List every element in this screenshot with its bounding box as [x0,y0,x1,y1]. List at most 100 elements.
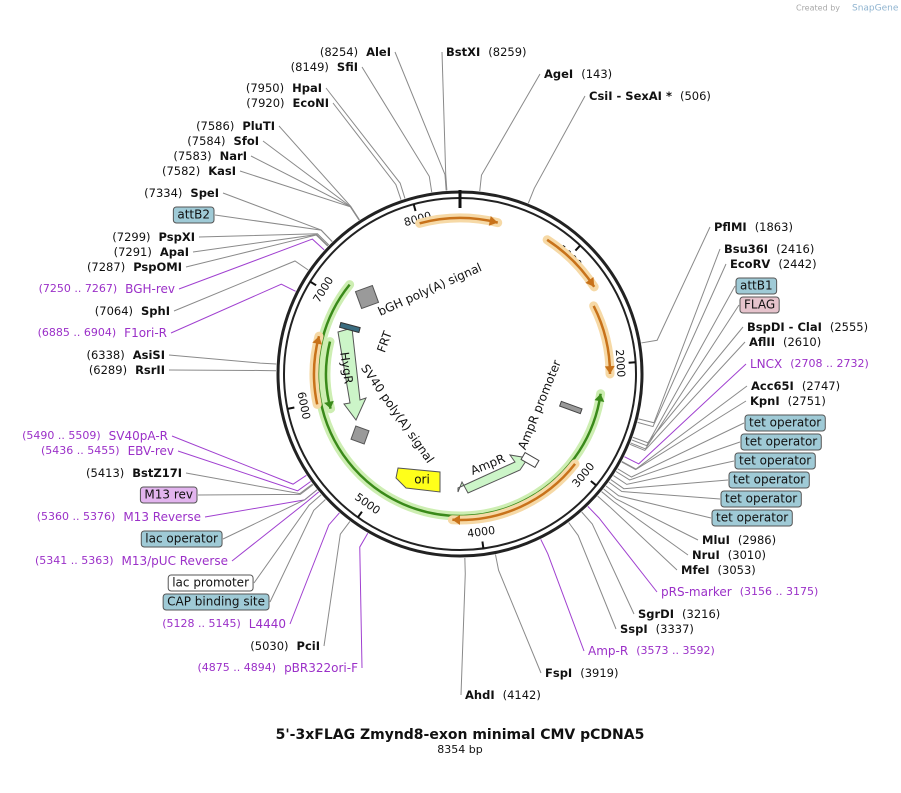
leader-line [597,495,678,571]
primer-name: Amp-R [588,644,628,658]
primer-range: (5360 .. 5376) [37,510,116,523]
enzyme-position: (2747) [802,379,840,393]
enzyme-label: (7586) PluTI [196,119,275,133]
feature-arrowhead [604,365,615,374]
leader-line [253,494,322,584]
leader-line [171,435,307,485]
enzyme-position: (7287) [87,260,125,274]
feature-arc [452,463,577,522]
enzyme-name: SfiI [337,60,358,74]
leader-line [231,491,320,562]
feature-box-label: FLAG [744,298,775,312]
enzyme-position: (2751) [788,394,826,408]
feature-label: FRT [374,329,395,355]
enzyme-label: BstXI (8259) [446,45,527,59]
enzyme-label: AhdI (4142) [465,688,541,702]
polyA-box [350,425,370,445]
enzyme-position: (7299) [112,230,150,244]
enzyme-label: (6338) AsiSI [87,348,166,362]
leader-line [605,485,712,519]
polyA-box [354,284,380,310]
enzyme-position: (3919) [580,666,618,680]
enzyme-position: (7920) [246,96,284,110]
leader-line [173,260,309,312]
feature-box: attB1 [735,277,778,295]
enzyme-name: BspDI - ClaI [747,320,822,334]
leader-line [608,481,721,500]
ruler-label: 4000 [466,524,495,541]
enzyme-position: (143) [581,67,612,81]
feature-box-label: tet operator [739,454,811,468]
primer-range: (6885 .. 6904) [38,326,117,339]
leader-line [359,532,369,669]
enzyme-position: (7582) [162,164,200,178]
leader-line [615,441,741,481]
feature-box-bg [734,452,816,470]
leader-line [185,234,329,268]
ruler-tick [357,511,363,518]
enzyme-label: (7299) PspXI [112,230,195,244]
feature-box-label: lac operator [145,532,218,546]
feature-box-bg [172,206,215,224]
enzyme-label: (7920) EcoNI [246,96,329,110]
enzyme-name: FspI [545,666,572,680]
feature-arrowhead [594,393,605,403]
leader-line [631,285,736,447]
leader-line [630,304,740,450]
enzyme-position: (2610) [783,335,821,349]
leader-line [610,479,729,490]
enzyme-name: KpnI [750,394,780,408]
primer-name: BGH-rev [125,282,175,296]
enzyme-name: NarI [220,149,247,163]
enzyme-label: KpnI (2751) [750,394,826,408]
leader-line [460,557,466,696]
enzyme-name: SgrDI [638,607,674,621]
enzyme-label: (5413) BstZ17I [86,466,182,480]
primer-label: (5341 .. 5363) M13/pUC Reverse [35,554,228,568]
feature-label: SV40 poly(A) signal [358,362,437,466]
leader-line [621,400,747,471]
feature-box: tet operator [740,433,822,451]
feature-box: FLAG [739,296,780,314]
enzyme-label: (7287) PspOMI [87,260,182,274]
enzyme-label: (7582) KasI [162,164,236,178]
feature-arrowhead [585,277,595,287]
feature-box: attB2 [172,206,215,224]
feature-box-bg [744,414,826,432]
feature-box: tet operator [720,490,802,508]
primer-label: (7250 .. 7267) BGH-rev [39,282,175,296]
enzyme-label: (7064) SphI [95,304,170,318]
leader-line [197,484,314,496]
feature-label: ori [414,473,430,487]
feature-box-bg [140,530,223,548]
ruler-tick [287,406,295,410]
enzyme-name: EcoNI [293,96,329,110]
feature-box-label: CAP binding site [167,595,265,609]
leader-line [479,73,541,192]
leader-line [214,214,333,242]
leader-line [527,95,586,204]
enzyme-position: (7334) [144,186,182,200]
leader-line [638,248,721,424]
primer-label: (4875 .. 4894) pBR322ori-F [198,661,359,675]
enzyme-position: (6289) [89,363,127,377]
feature-arrowhead [324,400,334,409]
enzyme-name: AhdI [465,688,495,702]
enzyme-position: (1863) [755,220,793,234]
feature-arrowhead [312,336,323,345]
enzyme-name: SspI [620,622,648,636]
enzyme-name: ApaI [160,245,189,259]
feature-box-label: tet operator [745,435,817,449]
feature-box-bg [711,509,793,527]
enzyme-position: (3216) [682,607,720,621]
feature-box-label: attB2 [177,208,210,222]
enzyme-position: (7584) [187,134,225,148]
leader-line [323,521,351,647]
enzyme-position: (506) [680,89,711,103]
feature-label: AmpR promoter [515,358,564,452]
primer-label: (6885 .. 6904) F1ori-R [38,326,167,340]
ruler-tick [309,280,317,287]
leader-line [587,506,658,593]
leader-line [581,511,635,615]
enzyme-position: (3010) [728,548,766,562]
